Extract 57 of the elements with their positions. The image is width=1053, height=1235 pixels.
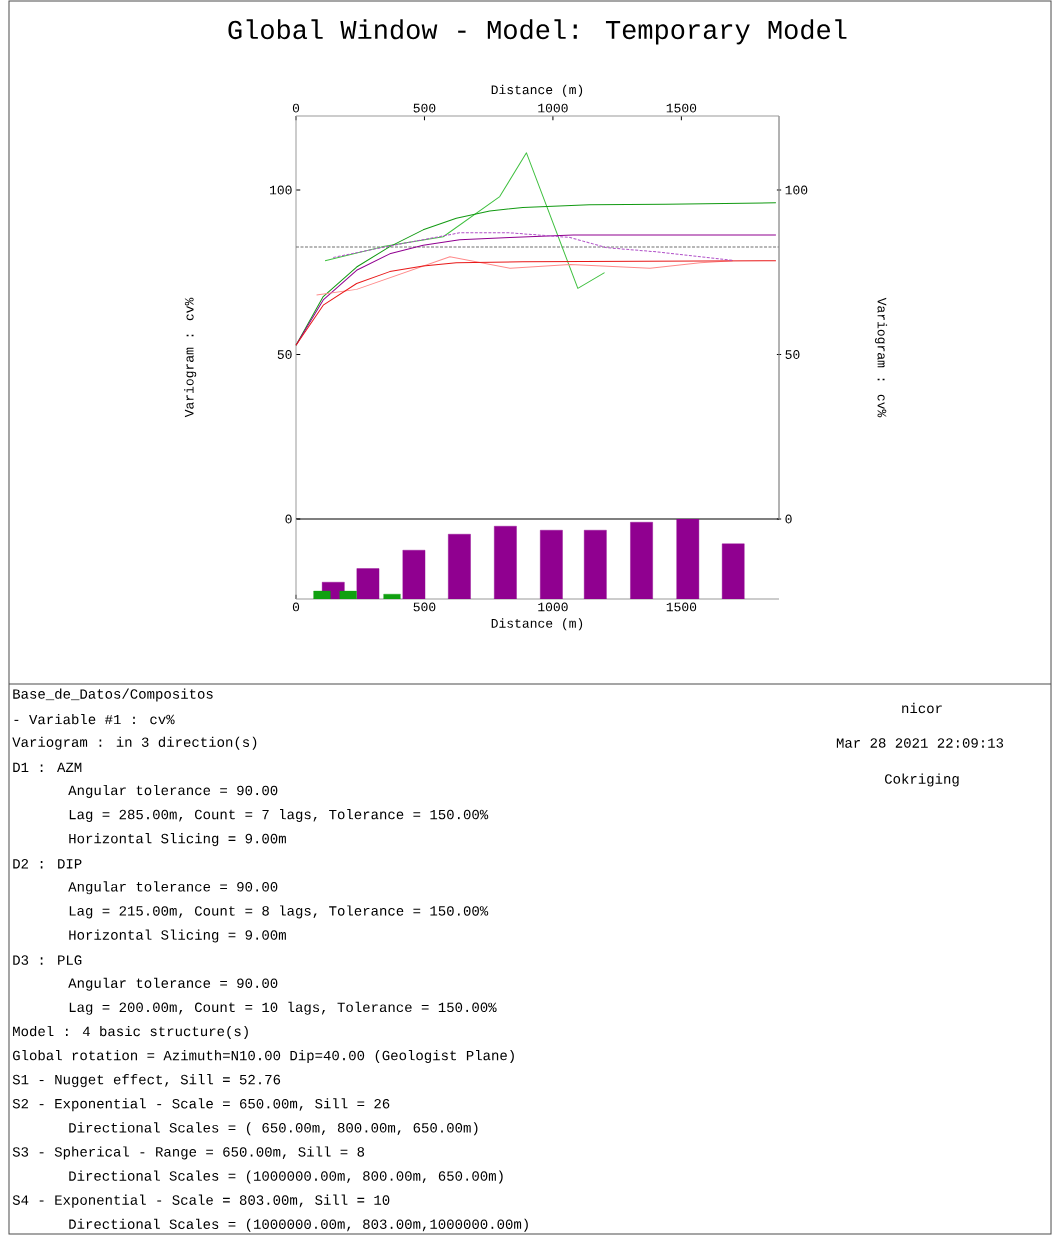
bar bbox=[676, 519, 700, 600]
y2-tick-label: 0 bbox=[785, 514, 792, 524]
text: S3 - Spherical - Range = 650.00m, Sill = 8 bbox=[12, 1146, 365, 1160]
y-tick-label: 50 bbox=[277, 350, 292, 359]
x-tick-label: 1500 bbox=[666, 602, 697, 612]
text: - Variable #1 : cv% bbox=[14, 713, 175, 725]
bar bbox=[721, 543, 745, 600]
text: Directional Scales = ( 650.00m, 800.00m, 650.00m) bbox=[69, 1122, 478, 1136]
text: D1 : AZM bbox=[13, 762, 82, 772]
bar bbox=[494, 526, 517, 600]
y2-tick-label: 50 bbox=[785, 350, 800, 359]
bar bbox=[356, 568, 380, 600]
text: Angular tolerance = 90.00 bbox=[68, 784, 278, 798]
line-series bbox=[332, 232, 734, 261]
text: Lag = 285.00m, Count = 7 lags, Tolerance = 150.00% bbox=[69, 808, 489, 823]
bar bbox=[540, 530, 563, 600]
text: S4 - Exponential - Scale = 803.00m, Sill = 10 bbox=[12, 1194, 390, 1208]
y-tick-label: 100 bbox=[270, 185, 292, 195]
text: Horizontal Slicing = 9.00m bbox=[69, 833, 286, 847]
x-tick-label: 500 bbox=[413, 602, 436, 612]
y2-axis-title: Variogram : cv% bbox=[874, 297, 888, 418]
y-tick-label: 0 bbox=[285, 514, 292, 524]
x-axis-title: Distance (m) bbox=[491, 84, 583, 97]
text: Global rotation = Azimuth=N10.00 Dip=40.00 (Geologist Plane) bbox=[12, 1049, 514, 1064]
text: Model : 4 basic structure(s) bbox=[13, 1025, 248, 1039]
line-series bbox=[295, 260, 777, 346]
x-tick-label: 0 bbox=[292, 103, 300, 113]
text: S2 - Exponential - Scale = 650.00m, Sill = 26 bbox=[12, 1098, 390, 1112]
line-series bbox=[324, 152, 606, 289]
text: D3 : PLG bbox=[13, 955, 82, 965]
text: Angular tolerance = 90.00 bbox=[68, 977, 278, 991]
bar bbox=[402, 550, 426, 600]
y-axis-title: Variogram : cv% bbox=[184, 297, 197, 418]
chart-title: Global Window - Model: Temporary Model bbox=[228, 19, 847, 45]
bar bbox=[630, 522, 653, 600]
text: Angular tolerance = 90.00 bbox=[68, 881, 278, 895]
y2-tick-label: 100 bbox=[785, 185, 808, 195]
text: Mar 28 2021 22:09:13 bbox=[836, 738, 1004, 748]
bar bbox=[584, 530, 607, 600]
text: Cokriging bbox=[884, 773, 959, 787]
text: Directional Scales = (1000000.00m, 800.00m, 650.00m) bbox=[69, 1170, 503, 1184]
x-axis-title: Distance (m) bbox=[491, 618, 583, 631]
x-tick-label: 500 bbox=[413, 103, 436, 113]
x-tick-label: 0 bbox=[292, 602, 300, 612]
text: Lag = 215.00m, Count = 8 lags, Tolerance = 150.00% bbox=[69, 905, 489, 919]
text: nicor bbox=[902, 702, 942, 714]
text: Base_de_Datos/Compositos bbox=[13, 688, 213, 702]
text: S1 - Nugget effect, Sill = 52.76 bbox=[12, 1074, 281, 1088]
bar bbox=[448, 534, 471, 600]
x-tick-label: 1000 bbox=[538, 602, 568, 612]
x-tick-label: 1000 bbox=[538, 103, 568, 113]
text: Lag = 200.00m, Count = 10 lags, Tolerance = 150.00% bbox=[69, 1001, 497, 1015]
x-tick-label: 1500 bbox=[666, 103, 697, 113]
text: Variogram : in 3 direction(s) bbox=[12, 736, 257, 750]
text: Horizontal Slicing = 9.00m bbox=[69, 929, 286, 943]
text: D2 : DIP bbox=[13, 859, 82, 869]
text: Directional Scales = (1000000.00m, 803.00m,1000000.00m) bbox=[69, 1218, 528, 1232]
